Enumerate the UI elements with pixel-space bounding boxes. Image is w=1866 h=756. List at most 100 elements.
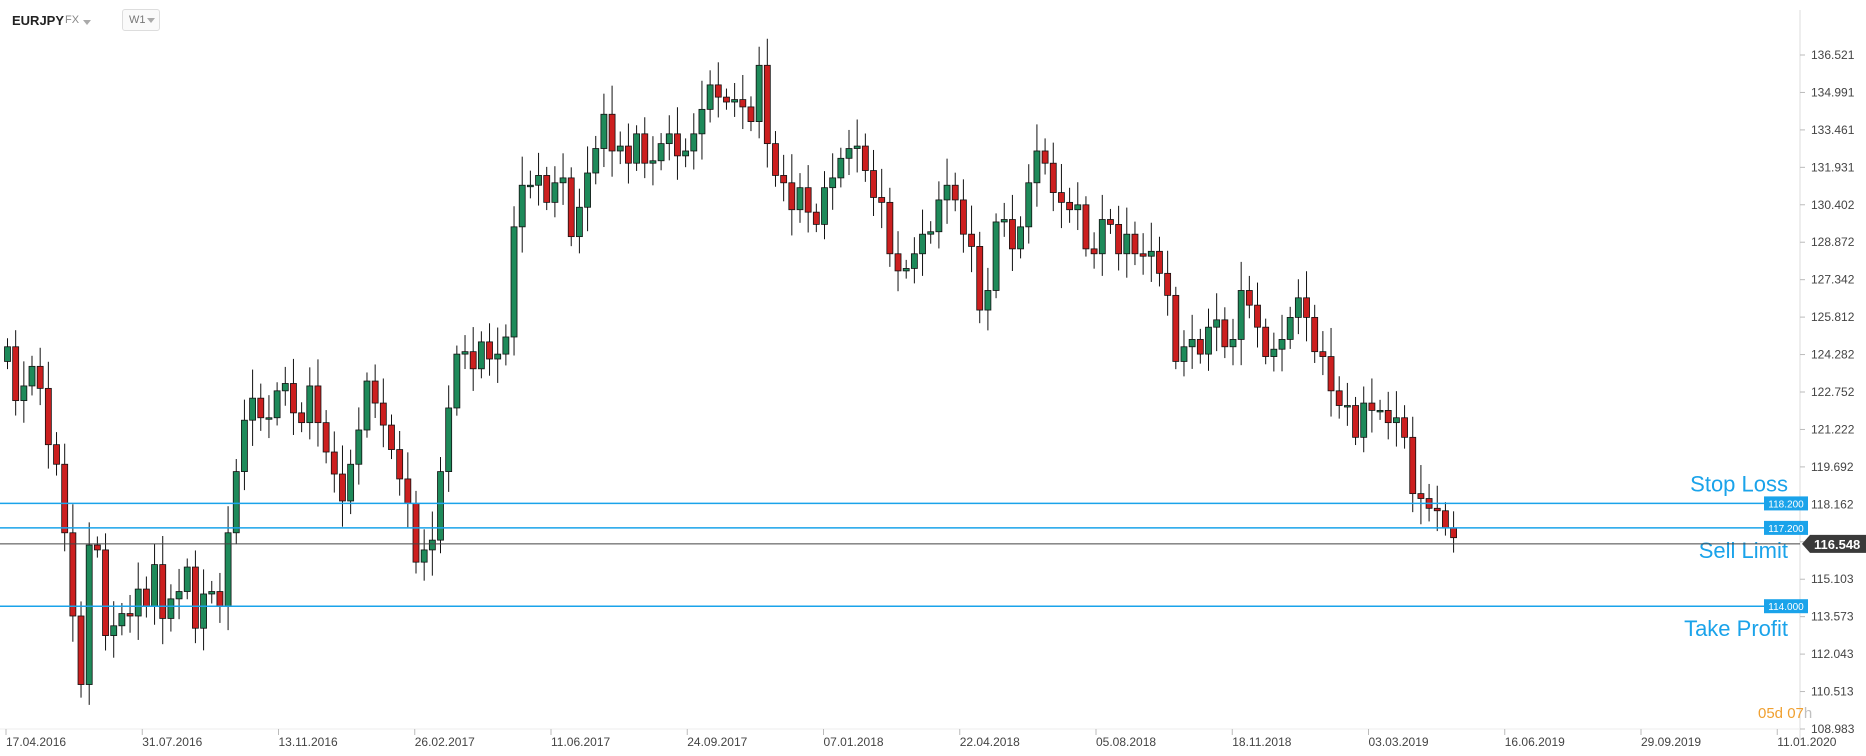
- candle-down: [1082, 204, 1090, 250]
- candle-down: [1254, 304, 1261, 328]
- candle-up: [649, 160, 657, 164]
- candle-down: [36, 365, 44, 389]
- candle-up: [755, 64, 763, 122]
- candle-down: [780, 175, 788, 184]
- candle-up: [1270, 348, 1278, 357]
- candle-up: [984, 290, 992, 311]
- chevron-down-icon[interactable]: [83, 20, 91, 25]
- candle-up: [347, 463, 355, 502]
- y-tick-label: 127.342: [1811, 273, 1855, 287]
- candle-down: [1107, 219, 1114, 225]
- x-tick-label: 29.09.2019: [1641, 735, 1701, 749]
- candle-down: [339, 473, 346, 502]
- price-levels[interactable]: 118.200 Stop Loss 117.200 Sell Limit 114.000…: [0, 471, 1808, 641]
- candle-down: [1384, 410, 1392, 424]
- candle-up: [518, 184, 526, 228]
- candle-down: [1058, 192, 1065, 203]
- y-tick-label: 125.812: [1811, 310, 1855, 324]
- x-tick-label: 17.04.2016: [6, 735, 66, 749]
- candle-down: [968, 233, 975, 247]
- x-tick-label: 03.03.2019: [1369, 735, 1429, 749]
- candle-down: [298, 412, 306, 424]
- candle-up: [4, 346, 11, 362]
- timeframe-selector[interactable]: W1: [122, 9, 160, 31]
- candle-down: [379, 402, 387, 426]
- candle-down: [1221, 319, 1229, 348]
- candle-down: [674, 133, 681, 157]
- candle-down: [812, 211, 820, 225]
- current-price: 116.548: [0, 534, 1866, 553]
- candle-up: [1360, 402, 1368, 438]
- candle-countdown: 05d 07h: [1758, 705, 1812, 722]
- candle-down: [1164, 272, 1172, 296]
- candle-up: [200, 593, 207, 629]
- candle-up: [992, 221, 1000, 291]
- candle-down: [192, 566, 199, 629]
- candle-up: [1376, 410, 1384, 413]
- candle-up: [265, 417, 273, 420]
- candle-up: [281, 383, 289, 392]
- candle-up: [134, 588, 142, 617]
- y-tick-label: 115.103: [1811, 572, 1854, 586]
- y-tick-label: 108.983: [1811, 722, 1855, 736]
- candle-down: [894, 253, 902, 272]
- candle-up: [910, 253, 918, 269]
- candle-down: [1311, 316, 1319, 353]
- candle-down: [216, 591, 224, 607]
- candle-up: [1074, 204, 1082, 211]
- candle-down: [1319, 351, 1327, 357]
- candle-down: [1335, 390, 1343, 406]
- candle-down: [12, 346, 20, 402]
- candle-up: [1343, 405, 1351, 408]
- candle-down: [1115, 223, 1123, 255]
- x-tick-label: 16.06.2019: [1505, 735, 1565, 749]
- candle-up: [935, 199, 943, 233]
- candle-up: [526, 184, 534, 188]
- candle-up: [731, 99, 739, 103]
- candle-up: [241, 419, 248, 472]
- candle-down: [1009, 219, 1016, 250]
- candle-up: [1294, 297, 1302, 318]
- candle-up: [919, 233, 926, 255]
- candle-down: [625, 145, 632, 164]
- y-tick-label: 124.282: [1811, 348, 1855, 362]
- candle-up: [837, 157, 845, 179]
- y-tick-label: 110.513: [1811, 685, 1854, 699]
- candle-down: [1066, 201, 1073, 211]
- candle-down: [404, 478, 412, 504]
- candle-down: [772, 143, 779, 176]
- candle-down: [486, 341, 493, 360]
- candle-down: [330, 451, 338, 475]
- candle-up: [1025, 182, 1033, 228]
- level-name-label: Stop Loss: [1690, 471, 1788, 496]
- level-price-tag[interactable]: [1764, 520, 1808, 535]
- candle-up: [1393, 417, 1400, 424]
- level-price-tag[interactable]: [1764, 496, 1808, 511]
- candle-up: [363, 380, 371, 431]
- candle-up: [1188, 339, 1196, 348]
- market-label[interactable]: FX: [65, 14, 80, 26]
- candle-up: [796, 187, 804, 211]
- candle-up: [1147, 250, 1155, 257]
- candle-up: [853, 145, 861, 149]
- candle-down: [886, 201, 894, 255]
- candle-down: [951, 184, 959, 201]
- candle-down: [1139, 253, 1147, 257]
- candle-down: [412, 503, 420, 563]
- level-price-tag[interactable]: [1764, 599, 1808, 614]
- y-tick-label: 122.752: [1811, 385, 1855, 399]
- candle-down: [142, 588, 150, 607]
- candle-up: [657, 143, 665, 162]
- level-price-label: 117.200: [1768, 524, 1804, 535]
- candle-down: [870, 170, 877, 198]
- candle-down: [641, 133, 649, 164]
- candle-down: [388, 424, 395, 450]
- candle-down: [290, 383, 297, 414]
- candle-up: [28, 365, 36, 387]
- x-axis: 17.04.2016 31.07.2016 13.11.2016 26.02.2017…: [0, 728, 1837, 749]
- candle-up: [445, 407, 453, 472]
- candle-up: [1033, 150, 1041, 184]
- symbol-label: EURJPY: [12, 13, 65, 28]
- candle-up: [592, 148, 600, 174]
